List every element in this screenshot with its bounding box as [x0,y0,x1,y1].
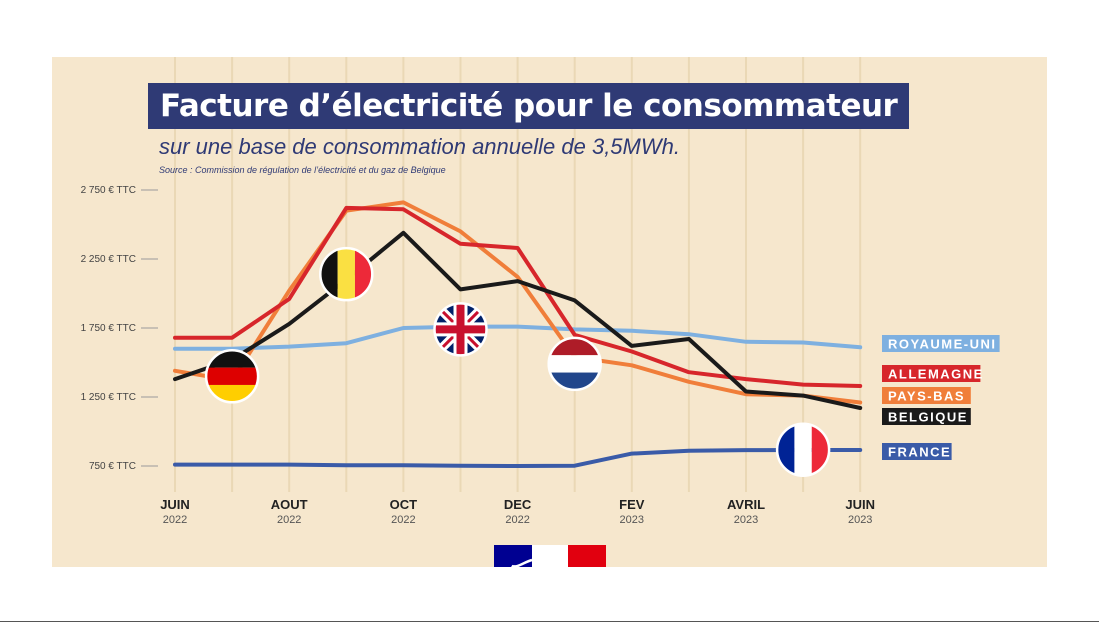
legend-bg-royaume-uni [882,335,1000,352]
y-tick-label: 1 750 € TTC [81,323,136,334]
flag-ring [433,302,488,357]
x-month-label: OCT [390,497,418,512]
series-line-belgique [173,230,863,410]
flag-ring [547,336,602,392]
y-tick-label: 750 € TTC [89,461,136,472]
x-year-label: 2022 [391,514,415,526]
title-banner: Facture d’électricité pour le consommate… [148,83,910,129]
x-year-label: 2022 [277,514,301,526]
y-tick-label: 2 750 € TTC [81,185,136,196]
x-month-label: AVRIL [727,497,765,512]
chart-subtitle: sur une base de consommation annuelle de… [159,134,680,159]
legend-bg-allemagne [882,365,981,382]
y-tick-label: 2 250 € TTC [81,254,136,265]
flag-ring [204,349,260,404]
flag-ring [775,422,831,477]
uk-flag-icon [434,303,487,356]
x-month-label: JUIN [845,497,875,512]
x-year-label: 2023 [620,514,644,526]
x-month-label: DEC [504,497,532,512]
x-year-label: 2022 [163,514,187,526]
legend-label: ROYAUME-UNI [888,337,996,352]
flag-ring [319,246,374,302]
marianne-logo-icon [494,545,606,567]
x-month-label: AOUT [271,497,308,512]
x-month-label: FEV [619,497,645,512]
x-month-label: JUIN [160,497,190,512]
divider-line [0,621,1099,622]
series-line-france [173,448,863,468]
y-tick-label: 1 250 € TTC [81,392,136,403]
line-chart: 750 € TTC 1 250 € TTC 1 750 € TTC 2 250 € T… [81,57,1000,567]
legend-bg-pays-bas [882,387,971,404]
chart-source: Source : Commission de régulation de l’é… [159,165,446,175]
x-year-label: 2022 [505,514,529,526]
series-line-pays-bas [173,200,863,405]
chart-title: Facture d’électricité pour le consommate… [160,88,898,124]
legend-bg-france [882,443,952,460]
legend-label: BELGIQUE [888,410,968,425]
legend-bg-belgique [882,408,971,425]
legend-label: FRANCE [888,445,951,460]
legend-label: PAYS-BAS [888,389,965,404]
x-year-label: 2023 [848,514,872,526]
x-year-label: 2023 [734,514,758,526]
legend-label: ALLEMAGNE [888,367,984,382]
series-line-royaume-uni [173,324,863,351]
chart-card: 750 € TTC 1 250 € TTC 1 750 € TTC 2 250 € T… [52,57,1047,567]
series-line-allemagne [173,205,863,388]
